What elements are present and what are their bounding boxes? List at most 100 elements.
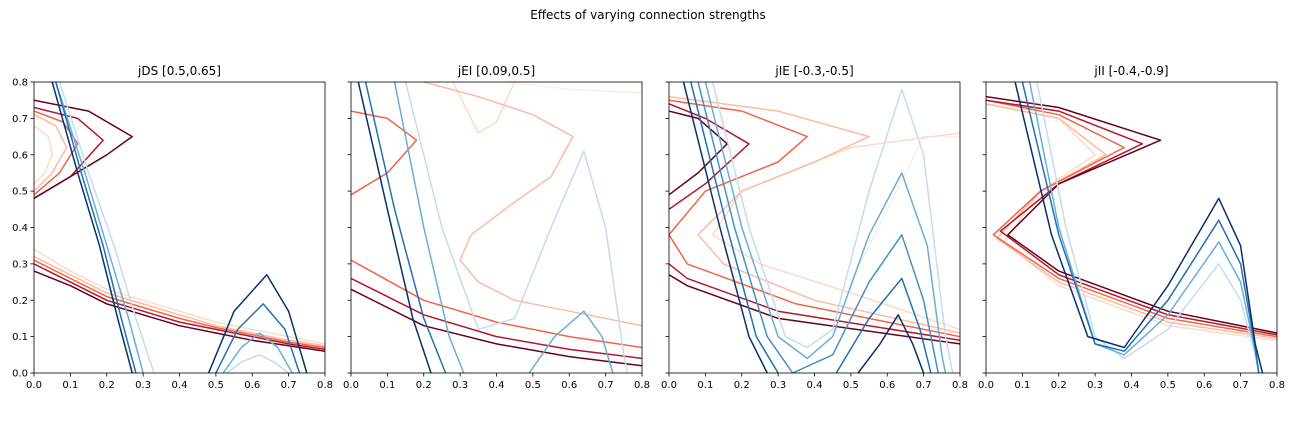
panel-1-series-8 <box>393 82 465 373</box>
panel-3-series-5 <box>1036 82 1260 373</box>
panel-1-xtick-label: 0.8 <box>634 380 650 391</box>
panel-1-xtick-label: 0.0 <box>343 380 359 391</box>
panel-3-series-1 <box>986 103 1277 340</box>
panel-1-series-6 <box>351 288 642 367</box>
panel-3-series-7 <box>1021 82 1260 373</box>
panel-0-ytick-label: 0.3 <box>12 259 28 270</box>
panel-2-xtick-label: 0.6 <box>879 380 895 391</box>
panel-1-series-3 <box>351 259 642 349</box>
panel-3-series-3 <box>986 99 1277 336</box>
panel-2-series-14 <box>857 314 925 373</box>
panel-3: jII [-0.4,-0.9] 0.0 0.1 0.2 0.3 0.4 0.5 0.6 0.7 0… <box>978 64 1285 391</box>
panel-1-title: jEI [0.09,0.5] <box>457 64 535 78</box>
panel-1-xtick-label: 0.3 <box>452 380 468 391</box>
panel-2-xtick-label: 0.8 <box>952 380 968 391</box>
panel-1-series-5 <box>351 277 642 360</box>
panel-0-xtick-label: 0.7 <box>281 380 297 391</box>
panel-2-series-7 <box>669 110 728 196</box>
panel-2-xtick-label: 0.0 <box>661 380 677 391</box>
panel-1-frame <box>350 81 643 374</box>
panel-0-series-17 <box>207 274 308 373</box>
panel-0-title: jDS [0.5,0.65] <box>137 64 221 78</box>
panel-3-xtick-label: 0.0 <box>978 380 994 391</box>
panel-0-series-15 <box>222 332 294 373</box>
panel-0-ytick-label: 0.4 <box>12 223 28 234</box>
panel-1-xtick-label: 0.5 <box>525 380 541 391</box>
panel-0-ytick-label: 0.0 <box>12 369 28 380</box>
panel-0-series-12 <box>55 82 137 373</box>
panel-3-title: jII [-0.4,-0.9] <box>1093 64 1168 78</box>
panel-3-xtick-label: 0.6 <box>1196 380 1212 391</box>
panel-2-series-9 <box>704 82 947 373</box>
panel-0-ytick-label: 0.7 <box>12 114 28 125</box>
panel-2-series-0 <box>850 135 960 283</box>
panel-1-xtick-label: 0.7 <box>598 380 614 391</box>
panel-0-xtick-label: 0.0 <box>26 380 42 391</box>
panel-1-xtick-label: 0.2 <box>416 380 432 391</box>
panel-1: jEI [0.09,0.5] 0.0 0.1 0.2 0.3 0.4 0.5 0.6 0.7 0.… <box>343 64 650 391</box>
panel-1-series-4 <box>351 110 418 196</box>
panel-2: jIE [-0.3,-0.5] 0.0 0.1 0.2 0.3 0.4 0.5 0.6 0.7 0… <box>661 64 968 391</box>
panel-0-xtick-label: 0.1 <box>62 380 78 391</box>
panel-0-xtick-label: 0.3 <box>135 380 151 391</box>
panel-1-series-10 <box>364 82 447 373</box>
panel-0-xtick-label: 0.6 <box>244 380 260 391</box>
panel-2-xtick-label: 0.3 <box>770 380 786 391</box>
panel-1-xtick-label: 0.4 <box>489 380 505 391</box>
panel-0-ytick-label: 0.5 <box>12 187 28 198</box>
panel-2-series-10 <box>697 82 939 373</box>
panel-2-series-13 <box>682 82 768 373</box>
panel-1-series-1 <box>452 82 516 134</box>
panel-3-xtick-label: 0.3 <box>1087 380 1103 391</box>
panel-1-series-2 <box>423 82 642 327</box>
panel-3-series-8 <box>1014 82 1264 373</box>
panel-0-xtick-label: 0.2 <box>99 380 115 391</box>
panel-0-series-8 <box>34 263 325 351</box>
panel-1-series-11 <box>357 82 432 373</box>
panel-3-xtick-label: 0.5 <box>1160 380 1176 391</box>
panel-1-series-9 <box>528 310 614 373</box>
panel-2-series-2 <box>669 95 960 334</box>
panel-3-xtick-label: 0.7 <box>1233 380 1249 391</box>
panel-0-series-0 <box>34 124 53 185</box>
panel-0: jDS [0.5,0.65] 0.0 0.1 0.2 0.3 0.4 0.5 0.6 0.7 0.… <box>12 64 333 391</box>
panel-3-series-4 <box>986 95 1277 334</box>
panel-2-series-4 <box>669 263 960 342</box>
panel-2-xtick-label: 0.1 <box>697 380 713 391</box>
panel-0-series-13 <box>51 82 133 373</box>
panel-0-ytick-label: 0.1 <box>12 332 28 343</box>
panel-0-series-4 <box>34 99 133 200</box>
panel-1-series-0 <box>503 82 642 94</box>
panel-2-series-3 <box>669 99 960 338</box>
panel-3-series-0 <box>986 103 1277 342</box>
panel-3-xtick-label: 0.4 <box>1124 380 1140 391</box>
figure-title: Effects of varying connection strengths <box>530 8 766 22</box>
panel-0-series-14 <box>226 354 290 373</box>
panel-0-series-16 <box>215 303 301 373</box>
panel-0-ytick-label: 0.8 <box>12 78 28 89</box>
panel-1-xtick-label: 0.6 <box>561 380 577 391</box>
panel-3-xtick-label: 0.2 <box>1051 380 1067 391</box>
panel-2-series-12 <box>835 277 932 373</box>
panel-2-series-8 <box>711 82 954 373</box>
panel-0-series-2 <box>34 110 79 196</box>
panel-2-series-5 <box>669 103 750 211</box>
panel-2-plot-area <box>669 82 960 373</box>
panel-0-xtick-label: 0.4 <box>172 380 188 391</box>
panel-0-xtick-label: 0.8 <box>317 380 333 391</box>
panel-0-series-1 <box>34 113 68 192</box>
panel-0-series-9 <box>34 270 325 352</box>
panel-3-xtick-label: 0.8 <box>1269 380 1285 391</box>
panel-1-xtick-label: 0.1 <box>379 380 395 391</box>
panel-1-series-7 <box>404 82 629 373</box>
panel-2-series-6 <box>669 274 960 345</box>
panel-0-ytick-label: 0.2 <box>12 296 28 307</box>
panel-2-series-11 <box>690 82 779 373</box>
panel-2-frame <box>668 81 961 374</box>
panel-0-xtick-label: 0.5 <box>208 380 224 391</box>
panel-0-series-11 <box>55 82 144 373</box>
panel-3-xtick-label: 0.1 <box>1014 380 1030 391</box>
panel-2-xtick-label: 0.7 <box>916 380 932 391</box>
panel-1-plot-area <box>351 82 642 373</box>
